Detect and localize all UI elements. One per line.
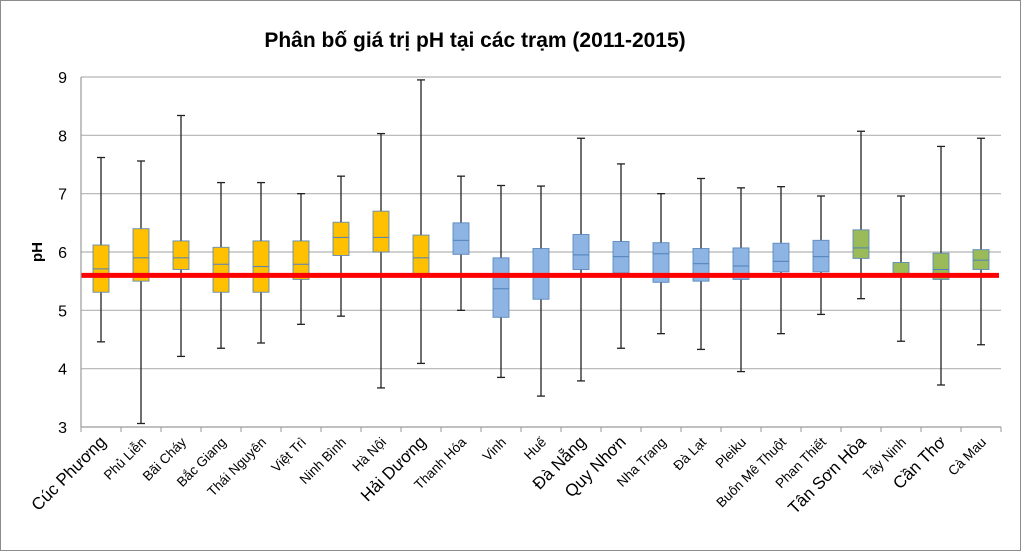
box-nha-trang	[652, 193, 670, 335]
iqr-box	[892, 262, 910, 275]
box-cần-thơ	[932, 145, 950, 386]
y-tick-label: 9	[58, 70, 67, 87]
x-tick-label: Cà Mau	[945, 435, 989, 479]
box-cúc-phương	[92, 156, 110, 343]
y-tick-label: 3	[58, 420, 67, 437]
x-tick-label: Cúc Phương	[28, 432, 110, 514]
chart-title: Phân bố giá trị pH tại các trạm (2011-20…	[264, 29, 685, 52]
y-tick-label: 7	[58, 187, 67, 204]
box-phan-thiết	[812, 195, 830, 316]
iqr-box	[212, 246, 230, 293]
iqr-box	[972, 249, 990, 271]
x-tick-label: Huế	[521, 434, 549, 462]
gridlines	[81, 76, 1001, 370]
iqr-box	[412, 234, 430, 275]
box-buôn-mê-thuột	[772, 186, 790, 335]
box-thái-nguyên	[252, 181, 270, 344]
x-tick-label: Hải Dương	[357, 432, 430, 505]
iqr-box	[172, 240, 190, 271]
iqr-box	[292, 240, 310, 280]
x-tick-label: Pleiku	[713, 435, 750, 472]
iqr-box	[612, 241, 630, 274]
iqr-box	[572, 234, 590, 270]
y-tick-label: 8	[58, 128, 67, 145]
boxes	[92, 79, 990, 425]
iqr-box	[492, 257, 510, 318]
iqr-box	[732, 247, 750, 280]
iqr-box	[812, 239, 830, 273]
box-đà-lạt	[692, 177, 710, 351]
x-tick-label: Đà Lạt	[670, 434, 709, 473]
box-huế	[532, 185, 550, 397]
x-tick-label: Buôn Mê Thuột	[713, 434, 789, 510]
box-hải-dương	[412, 79, 430, 365]
box-quy-nhơn	[612, 163, 630, 349]
box-việt-trì	[292, 193, 310, 325]
y-tick-label: 4	[58, 362, 67, 379]
iqr-box	[652, 242, 670, 283]
y-axis-label: pH	[29, 242, 46, 262]
iqr-box	[332, 221, 350, 256]
iqr-box	[372, 210, 390, 253]
box-phủ-liễn	[132, 160, 150, 425]
box-cà-mau	[972, 137, 990, 346]
box-tây-ninh	[892, 195, 910, 342]
box-tân-sơn-hòa	[852, 130, 870, 300]
y-tick-label: 6	[58, 245, 67, 262]
box-hà-nội	[372, 132, 390, 389]
box-vinh	[492, 184, 510, 379]
box-đà-nẵng	[572, 137, 590, 382]
box-bãi-cháy	[172, 114, 190, 358]
iqr-box	[852, 229, 870, 259]
x-tick-label: Vinh	[480, 435, 510, 465]
iqr-box	[132, 228, 150, 282]
box-pleiku	[732, 187, 750, 373]
box-ninh-bình	[332, 175, 350, 317]
box-bắc-giang	[212, 181, 230, 349]
iqr-box	[772, 242, 790, 273]
y-tick-label: 5	[58, 303, 67, 320]
box-thanh-hóa	[452, 175, 470, 311]
iqr-box	[452, 222, 470, 255]
